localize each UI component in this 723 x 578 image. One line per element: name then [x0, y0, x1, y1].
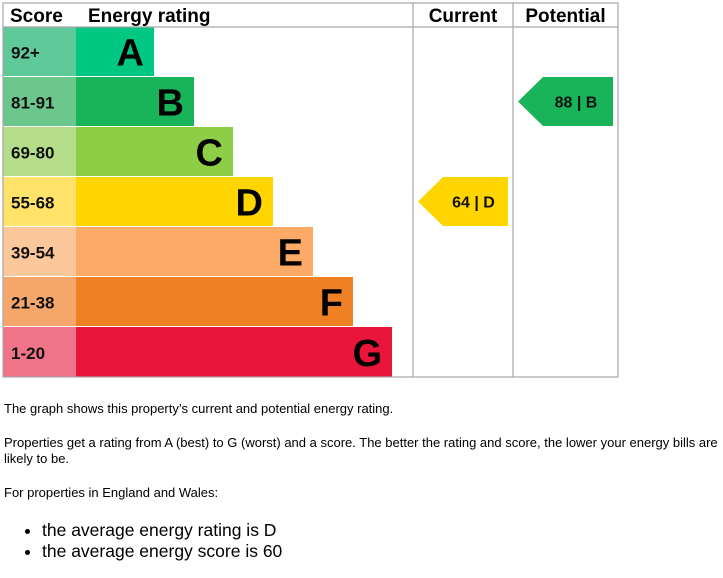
- chart-border: [2, 2, 619, 378]
- band-letter-f: F: [320, 283, 343, 325]
- rating-bands: 92+ A 81-91 B 69-80 C 55-68 D 39-54 E 21-38 F 1-20 G: [3, 27, 392, 377]
- rating-markers: 64 | D 88 | B: [418, 77, 613, 226]
- current-rating-arrow: [418, 177, 508, 226]
- score-range-d: 55-68: [11, 194, 54, 213]
- band-bar-a: [76, 27, 154, 76]
- score-range-c: 69-80: [11, 144, 54, 163]
- score-cell-c: [3, 127, 76, 176]
- average-score-item: the average energy score is 60: [42, 541, 282, 562]
- score-cell-d: [3, 177, 76, 226]
- band-bar-d: [76, 177, 273, 226]
- band-letter-d: D: [236, 183, 263, 225]
- band-bar-c: [76, 127, 233, 176]
- header-energy-rating: Energy rating: [88, 6, 210, 27]
- average-rating-item: the average energy rating is D: [42, 520, 282, 541]
- potential-rating-arrow: [518, 77, 613, 126]
- band-letter-c: C: [196, 133, 223, 175]
- band-letter-e: E: [278, 233, 303, 275]
- header-current: Current: [429, 6, 498, 27]
- score-cell-a: [3, 27, 76, 76]
- averages-list: the average energy rating is D the avera…: [22, 520, 282, 562]
- header-potential: Potential: [525, 6, 605, 27]
- band-bar-e: [76, 227, 313, 276]
- band-bar-b: [76, 77, 194, 126]
- band-letter-a: A: [117, 33, 144, 75]
- chart-grid-lines: [2, 2, 619, 378]
- score-range-a: 92+: [11, 44, 40, 63]
- graph-description: The graph shows this property’s current …: [4, 401, 394, 416]
- current-rating-label: 64 | D: [452, 195, 495, 212]
- header-score: Score: [10, 6, 63, 27]
- score-range-e: 39-54: [11, 244, 55, 263]
- band-bar-f: [76, 277, 353, 326]
- energy-rating-chart: Score Energy rating Current Potential 92+ A 8…: [2, 2, 619, 378]
- band-letter-b: B: [157, 83, 184, 125]
- score-cell-f: [3, 277, 76, 326]
- score-cell-b: [3, 77, 76, 126]
- band-letter-g: G: [352, 333, 382, 375]
- score-range-f: 21-38: [11, 294, 54, 313]
- score-range-g: 1-20: [11, 344, 45, 363]
- score-range-b: 81-91: [11, 94, 54, 113]
- region-note: For properties in England and Wales:: [4, 485, 219, 500]
- potential-rating-label: 88 | B: [555, 95, 598, 112]
- score-cell-e: [3, 227, 76, 276]
- band-bar-g: [76, 327, 392, 377]
- score-cell-g: [3, 327, 76, 377]
- chart-header: Score Energy rating Current Potential: [10, 6, 606, 27]
- rating-explanation: Properties get a rating from A (best) to…: [4, 435, 718, 466]
